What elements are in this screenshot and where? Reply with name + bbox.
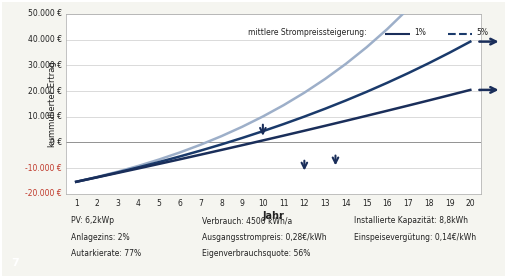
Text: Anlagezins: 2%: Anlagezins: 2% xyxy=(71,233,129,242)
Text: -10.000 €: -10.000 € xyxy=(25,164,62,173)
Text: PV: 6,2kWp: PV: 6,2kWp xyxy=(71,216,114,225)
Text: 5%: 5% xyxy=(476,28,488,37)
Y-axis label: kummulierter Ertrag: kummulierter Ertrag xyxy=(47,61,57,147)
Text: Installierte Kapazität: 8,8kWh: Installierte Kapazität: 8,8kWh xyxy=(354,216,467,225)
Text: 20.000 €: 20.000 € xyxy=(28,86,62,96)
Text: Eigenverbrauchsquote: 56%: Eigenverbrauchsquote: 56% xyxy=(202,249,310,258)
Text: Verbrauch: 4500 kWh/a: Verbrauch: 4500 kWh/a xyxy=(202,216,292,225)
Text: 1%: 1% xyxy=(414,28,425,37)
Text: 50.000 €: 50.000 € xyxy=(28,9,62,18)
Text: 30.000 €: 30.000 € xyxy=(28,61,62,70)
Text: Ausgangsstrompreis: 0,28€/kWh: Ausgangsstrompreis: 0,28€/kWh xyxy=(202,233,326,242)
Text: Autarkierate: 77%: Autarkierate: 77% xyxy=(71,249,141,258)
Text: 10.000 €: 10.000 € xyxy=(28,112,62,121)
Text: Einspeisevergütung: 0,14€/kWh: Einspeisevergütung: 0,14€/kWh xyxy=(354,233,475,242)
Text: mittlere Strompreissteigerung:: mittlere Strompreissteigerung: xyxy=(248,28,366,37)
Text: 7: 7 xyxy=(11,258,19,268)
Text: -20.000 €: -20.000 € xyxy=(25,189,62,198)
X-axis label: Jahr: Jahr xyxy=(262,211,284,220)
Text: 0 €: 0 € xyxy=(49,138,62,147)
Text: 40.000 €: 40.000 € xyxy=(28,35,62,44)
